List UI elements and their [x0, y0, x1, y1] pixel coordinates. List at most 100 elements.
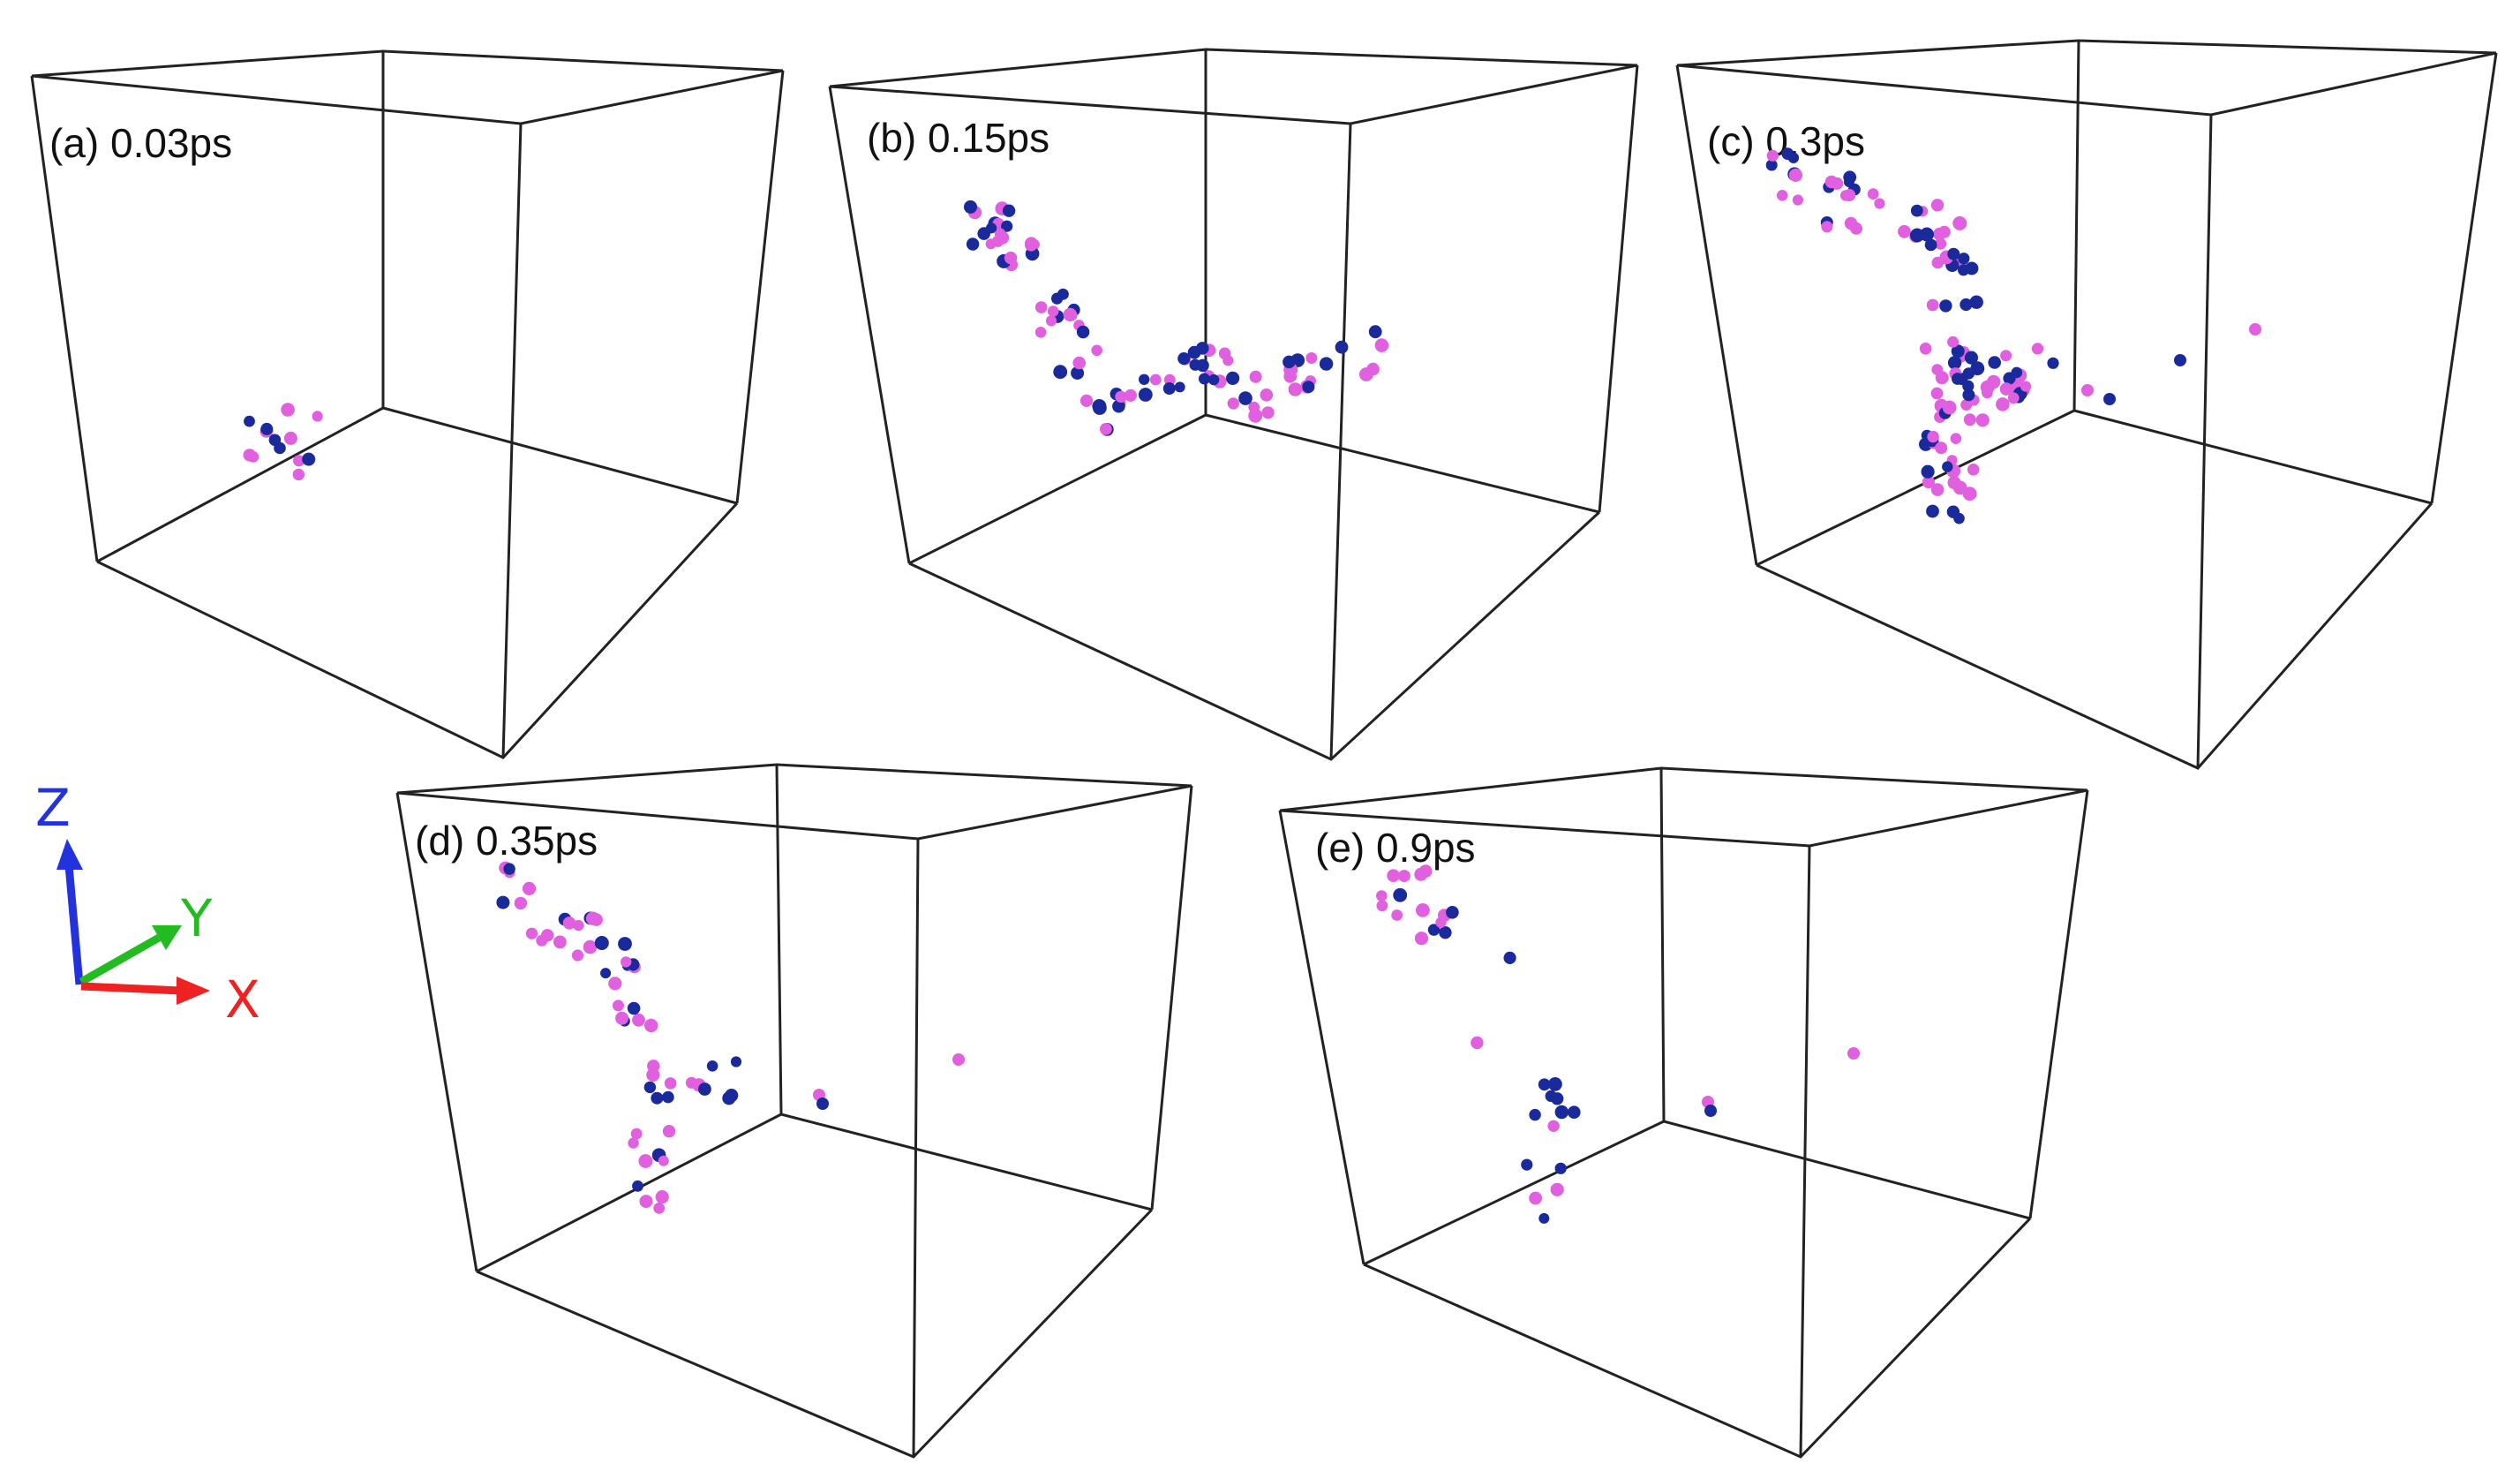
pink-atom — [1766, 149, 1779, 162]
pink-atom — [1934, 238, 1947, 250]
blue-atom — [1545, 1090, 1557, 1102]
blue-atom — [1953, 512, 1965, 524]
blue-atom — [1538, 1212, 1550, 1224]
pink-atom — [994, 228, 1006, 240]
pink-atom — [1935, 371, 1949, 385]
pink-atom — [1034, 301, 1048, 313]
pink-atom — [1927, 430, 1939, 443]
blue-atom — [1207, 373, 1220, 386]
pink-atom — [1942, 400, 1957, 415]
pink-atom — [562, 917, 576, 930]
pink-atom — [685, 1076, 698, 1089]
blue-atom — [627, 1001, 641, 1015]
pink-atom — [1776, 190, 1788, 201]
pink-atom — [1124, 388, 1137, 402]
blue-atom — [1226, 371, 1240, 385]
blue-atom — [260, 422, 274, 435]
pink-atom — [1072, 356, 1086, 370]
blue-atom — [1112, 399, 1125, 413]
blue-atom — [1568, 1105, 1581, 1119]
pink-atom — [1935, 441, 1948, 455]
blue-atom — [1548, 1077, 1562, 1091]
blue-atom — [1924, 238, 1937, 252]
pink-atom — [1996, 397, 2010, 411]
blue-atom — [1969, 295, 1983, 309]
pink-atom — [644, 1018, 658, 1033]
pink-atom — [2007, 392, 2020, 404]
blue-atom — [600, 968, 612, 979]
panel-e: (e) 0.9ps — [1278, 766, 2089, 1459]
blue-atom — [1283, 355, 1296, 369]
isolated-atoms-e — [1702, 1047, 1860, 1117]
pink-atom — [1115, 390, 1127, 404]
pink-atom — [1397, 870, 1410, 883]
pink-atom — [1248, 408, 1263, 423]
blue-atom — [1162, 382, 1176, 395]
pink-atom — [1045, 315, 1057, 327]
blue-atom — [1939, 299, 1952, 313]
pink-atom — [1218, 347, 1231, 360]
pink-atom — [1418, 864, 1433, 878]
blue-atom — [1529, 1108, 1541, 1121]
isolated-atoms-d — [813, 1053, 965, 1110]
atom-cluster-e — [1376, 864, 1581, 1224]
panel-a: (a) 0.03ps — [30, 49, 785, 759]
pink-atom — [647, 1060, 660, 1073]
pink-atom — [1529, 1191, 1542, 1205]
blue-atom — [1238, 391, 1252, 405]
isolated-atoms-c — [2081, 323, 2261, 405]
z-axis-arrow — [56, 839, 84, 985]
pink-atom — [1874, 198, 1885, 209]
pink-atom — [1980, 380, 1995, 395]
blue-atom — [1787, 152, 1800, 163]
pink-atom — [608, 977, 622, 991]
blue-atom — [1138, 388, 1153, 402]
blue-atom — [1446, 906, 1459, 919]
pink-atom — [573, 919, 584, 932]
blue-atom — [1910, 204, 1923, 217]
pink-atom — [658, 1155, 669, 1166]
pink-atom — [281, 403, 295, 417]
pink-atom — [1025, 238, 1038, 252]
blue-atom — [2011, 366, 2023, 379]
pink-atom — [628, 1137, 639, 1149]
blue-atom — [1554, 1162, 1567, 1174]
z-axis-label: Z — [35, 778, 71, 838]
blue-atom — [1521, 1158, 1533, 1171]
blue-atom — [302, 452, 316, 466]
pink-atom — [1283, 370, 1297, 383]
pink-atom — [1788, 168, 1802, 182]
blue-atom — [966, 238, 980, 251]
pink-atom — [1047, 306, 1059, 317]
blue-atom — [1076, 325, 1090, 339]
pink-atom — [632, 1013, 645, 1027]
pink-atom — [952, 1053, 965, 1066]
pink-atom — [653, 1203, 666, 1214]
pink-atom — [615, 1011, 629, 1025]
blue-atom — [632, 1180, 643, 1192]
blue-atom — [964, 200, 977, 214]
pink-atom — [1550, 1182, 1564, 1196]
pink-atom — [1034, 327, 1047, 338]
blue-atom — [1910, 228, 1924, 243]
pink-atom — [312, 411, 323, 422]
pink-atom — [639, 1195, 653, 1209]
panel-c: (c) 0.3ps — [1675, 39, 2498, 770]
blue-atom — [1947, 356, 1962, 370]
pink-atom — [1926, 298, 1939, 312]
pink-atom — [2020, 381, 2032, 392]
blue-atom — [1503, 951, 1516, 964]
blue-atom — [244, 415, 255, 427]
pink-atom — [1288, 382, 1303, 396]
blue-atom — [1921, 464, 1935, 479]
pink-atom — [1416, 903, 1430, 917]
blue-atom — [1187, 345, 1201, 359]
atom-cluster-a — [243, 403, 323, 481]
pink-atom — [1952, 215, 1967, 230]
pink-atom — [1079, 394, 1094, 407]
blue-atom — [1958, 264, 1969, 276]
pink-atom — [293, 455, 305, 467]
pink-atom — [1004, 251, 1018, 265]
x-axis-arrow — [80, 977, 210, 1005]
blue-atom — [1951, 344, 1965, 358]
